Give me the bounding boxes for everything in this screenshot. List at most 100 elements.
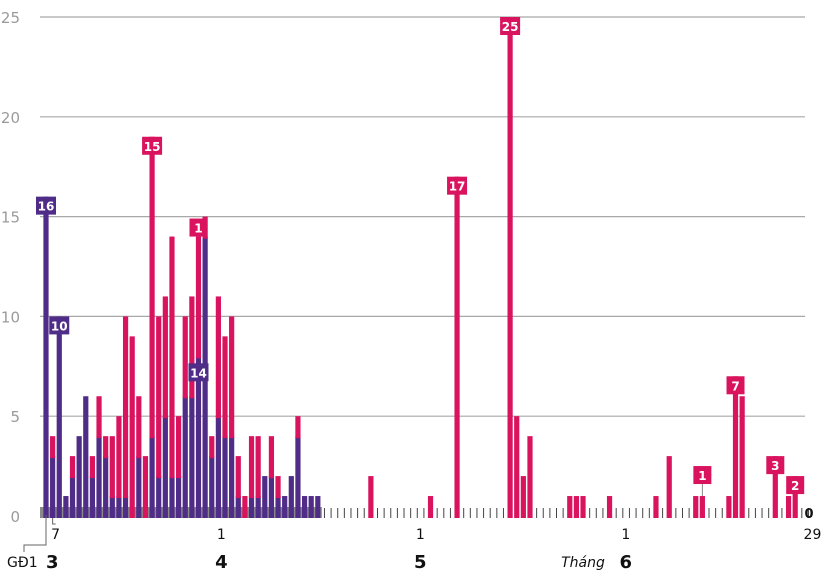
bar-segment — [222, 336, 228, 439]
bar-segment — [295, 436, 301, 518]
y-tick-label: 10 — [1, 308, 20, 326]
bar-segment — [149, 436, 155, 518]
month-label: 3 — [46, 552, 59, 573]
x-tick-label: 1 — [416, 527, 425, 543]
month-label: 4 — [215, 552, 228, 573]
value-label: 16 — [38, 200, 55, 214]
bar-segment — [69, 456, 76, 479]
value-label: 14 — [190, 366, 207, 380]
bar-segment — [136, 396, 142, 459]
bar-segment — [732, 376, 739, 518]
bar-segment — [109, 496, 115, 518]
value-label: 10 — [51, 319, 68, 333]
bar-segment — [69, 476, 76, 518]
bar-segment — [248, 436, 255, 499]
value-label: 15 — [144, 140, 161, 154]
value-label: 25 — [502, 20, 519, 34]
bar-segment — [63, 496, 69, 518]
bar-segment — [527, 436, 533, 518]
bar-segment — [275, 496, 281, 518]
bar-segment — [235, 456, 241, 499]
bar-segment — [368, 476, 374, 518]
bar-segment — [699, 496, 705, 518]
bar-segment — [176, 416, 182, 479]
bar-segment — [288, 476, 294, 518]
bar-segment — [739, 396, 745, 518]
value-label-box — [726, 376, 745, 395]
bar-segment — [162, 296, 168, 419]
x-tick-label: 1 — [217, 527, 226, 543]
bar-segment — [96, 396, 102, 439]
bar-segment — [222, 436, 228, 518]
bar-segment — [169, 236, 175, 479]
bar-segment — [142, 456, 149, 518]
value-label-box — [786, 476, 805, 495]
value-label-box — [142, 136, 163, 155]
bar-segment — [195, 356, 202, 518]
bar-segment — [315, 496, 321, 518]
bar-segment — [606, 496, 613, 518]
value-label: 1 — [698, 469, 706, 483]
value-label-box — [188, 363, 209, 382]
x-tick-label: 29 — [804, 527, 822, 543]
value-label-box — [766, 456, 785, 475]
value-label-box — [189, 218, 208, 237]
y-tick-label: 5 — [10, 408, 20, 426]
bar-segment — [96, 436, 102, 518]
value-label-box — [36, 196, 56, 215]
value-label-box — [49, 316, 70, 335]
value-label: 7 — [731, 379, 739, 393]
bar-segment — [792, 476, 798, 518]
bar-segment — [136, 456, 142, 518]
bar-segment — [116, 496, 122, 518]
bar-segment — [176, 476, 182, 518]
phase-leader-line — [23, 515, 47, 552]
bar-segment — [580, 496, 586, 518]
value-label: 3 — [771, 459, 779, 473]
bar-segment — [693, 496, 699, 518]
bar-segment — [301, 496, 308, 518]
x-tick-label: 7 — [51, 527, 60, 543]
bar-segment — [229, 316, 235, 439]
bar-segment — [507, 17, 513, 518]
value-label-box — [500, 17, 521, 35]
y-tick-label: 0 — [10, 508, 20, 526]
value-label-box — [447, 176, 468, 195]
bar-segment — [76, 436, 82, 518]
bar-segment — [109, 436, 115, 499]
bar-segment — [189, 396, 195, 518]
end-value-label: 0 — [804, 507, 813, 522]
bar-segment — [229, 436, 235, 518]
bar-segment — [262, 476, 268, 518]
bar-segment — [156, 316, 162, 479]
bar-segment — [215, 296, 221, 419]
bar-segment — [195, 236, 202, 359]
month-label: 6 — [620, 552, 633, 573]
bar-segment — [255, 436, 261, 499]
bar-segment — [83, 396, 89, 518]
bar-segment — [162, 416, 168, 518]
bar-segment — [89, 456, 96, 479]
y-tick-label: 25 — [1, 9, 20, 27]
value-label: 1 — [194, 222, 202, 236]
month-label: 5 — [414, 552, 427, 573]
bar-segment — [50, 436, 56, 459]
bar-segment — [275, 476, 281, 499]
bar-segment — [89, 476, 96, 518]
y-tick-label: 15 — [1, 209, 20, 227]
bar-segment — [182, 316, 188, 399]
bar-segment — [268, 436, 275, 479]
bar-segment — [772, 456, 778, 518]
bar-segment — [103, 436, 109, 459]
phase-annotation: GĐ1 — [7, 555, 38, 571]
bar-segment — [209, 436, 215, 459]
bar-segment — [189, 296, 195, 399]
bar-segment — [156, 476, 162, 518]
bar-segment — [514, 416, 520, 518]
bar-segment — [122, 496, 129, 518]
bar-segment — [182, 396, 188, 518]
bar-segment — [56, 316, 62, 518]
bar-segment — [149, 136, 155, 439]
bar-segment — [103, 456, 109, 518]
